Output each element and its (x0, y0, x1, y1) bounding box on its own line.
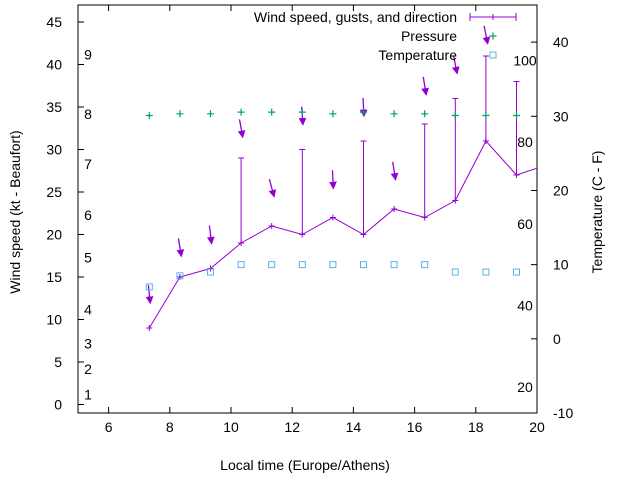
y2-tick-label: 10 (553, 257, 569, 273)
temperature-point (268, 261, 276, 269)
wind-direction-arrow (237, 119, 246, 139)
legend-sample-pressure (489, 32, 497, 40)
y-tick-label: 5 (54, 354, 62, 370)
temperature-point (298, 261, 306, 269)
temperature-point (237, 261, 245, 269)
y2-tick-label: 20 (553, 182, 569, 198)
temperature-point (359, 261, 367, 269)
wind-direction-arrow (390, 161, 399, 181)
temperature-point (145, 283, 153, 291)
y-tick-label: 45 (46, 14, 62, 30)
temperature-point (451, 268, 459, 276)
x-tick-label: 20 (529, 419, 545, 435)
beaufort-label: 4 (84, 301, 92, 317)
legend: Wind speed, gusts, and direction Pressur… (254, 9, 517, 63)
wind-speed-point (329, 214, 336, 221)
wind-speed-point (207, 265, 214, 272)
fahrenheit-label: 60 (517, 216, 533, 232)
pressure-point (329, 110, 337, 118)
wind-speed-line (148, 140, 538, 329)
pressure-point (298, 108, 306, 116)
wind-direction-arrow (421, 76, 429, 96)
legend-label-temperature: Temperature (378, 47, 457, 63)
beaufort-label: 2 (84, 361, 92, 377)
y-tick-label: 10 (46, 312, 62, 328)
pressure-point (176, 110, 184, 118)
wind-direction-arrow (451, 55, 460, 75)
x-tick-label: 12 (284, 419, 300, 435)
x-tick-label: 14 (346, 419, 362, 435)
pressure-point (237, 108, 245, 116)
y-tick-label: 15 (46, 269, 62, 285)
legend-sample-wind-point (490, 14, 496, 20)
pressure-point (390, 110, 398, 118)
beaufort-label: 7 (84, 156, 92, 172)
wind-direction-arrow (176, 238, 185, 258)
pressure-point (206, 110, 214, 118)
y2-axis-label: Temperature (C - F) (589, 151, 605, 274)
beaufort-label: 5 (84, 249, 92, 265)
temperature-point (176, 272, 184, 280)
fahrenheit-label: 80 (517, 134, 533, 150)
pressure-point (145, 112, 153, 119)
temperature-point (482, 268, 490, 276)
beaufort-label: 9 (84, 46, 92, 62)
pressure-point (512, 112, 520, 119)
wind-speed-point (268, 223, 275, 229)
x-tick-label: 16 (407, 419, 423, 435)
beaufort-label: 1 (84, 386, 92, 402)
legend-sample-temperature (489, 51, 497, 59)
wind-speed-point (391, 206, 398, 212)
y2-tick-label: 0 (553, 331, 561, 347)
pressure-point (451, 112, 459, 119)
wind-direction-arrow (329, 170, 337, 190)
y-tick-label: 0 (54, 397, 62, 413)
y-tick-label: 30 (46, 142, 62, 158)
legend-label-wind: Wind speed, gusts, and direction (254, 9, 457, 25)
temperature-point (421, 261, 429, 269)
y-tick-label: 40 (46, 57, 62, 73)
x-tick-label: 6 (105, 419, 113, 435)
wind-speed-point (146, 325, 153, 331)
y-axis-label: Wind speed (kt - Beaufort) (7, 130, 23, 293)
temperature-point (390, 261, 398, 269)
beaufort-label: 3 (84, 335, 92, 351)
temperature-point (329, 261, 337, 269)
fahrenheit-label: 40 (517, 297, 533, 313)
y2-tick-label: 40 (553, 34, 569, 50)
pressure-point (421, 110, 429, 118)
y2-tick-label: -10 (553, 405, 573, 421)
temperature-point (206, 268, 214, 276)
fahrenheit-label: 20 (517, 379, 533, 395)
y2-tick-label: 30 (553, 108, 569, 124)
pressure-point (359, 108, 367, 116)
pressure-point (268, 108, 276, 116)
y-tick-label: 20 (46, 227, 62, 243)
legend-label-pressure: Pressure (401, 28, 457, 44)
pressure-point (482, 112, 490, 119)
y-tick-label: 25 (46, 184, 62, 200)
x-tick-label: 8 (166, 419, 174, 435)
plot-frame (77, 4, 538, 414)
wind-direction-arrow (145, 284, 154, 305)
wind-direction-arrow (482, 25, 491, 45)
wind-direction-arrow (268, 178, 277, 198)
x-tick-label: 18 (468, 419, 484, 435)
fahrenheit-label: 100 (513, 53, 537, 69)
x-tick-label: 10 (223, 419, 239, 435)
x-axis-label: Local time (Europe/Athens) (220, 457, 390, 473)
y-tick-label: 35 (46, 99, 62, 115)
temperature-point (512, 268, 520, 276)
beaufort-label: 6 (84, 207, 92, 223)
wind-direction-arrow (206, 225, 215, 245)
beaufort-label: 8 (84, 106, 92, 122)
